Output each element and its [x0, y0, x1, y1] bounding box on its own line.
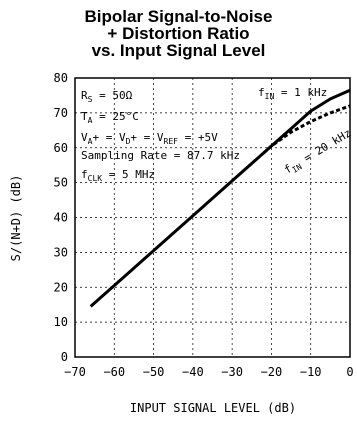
annotation-supply-voltage: VA+ = VD+ = VREF = +5V: [81, 131, 218, 146]
x-axis-label: INPUT SIGNAL LEVEL (dB): [130, 401, 296, 415]
annotation-fclk: fCLK = 5 MHz: [81, 168, 155, 183]
x-tick-label: −50: [143, 365, 165, 379]
x-tick-label: −10: [300, 365, 322, 379]
annotation-fin-20khz: fIN = 20 kHz: [282, 126, 355, 178]
chart-title-line-3: vs. Input Signal Level: [91, 41, 266, 60]
series-lines: [89, 88, 351, 308]
x-tick-label: −30: [221, 365, 243, 379]
x-tick-label: 0: [346, 365, 353, 379]
y-axis-label: S/(N+D) (dB): [9, 175, 23, 262]
annotation-fin-1khz: fIN = 1 kHz: [258, 86, 327, 101]
y-tick-label: 40: [54, 211, 68, 225]
y-tick-label: 70: [54, 106, 68, 120]
x-tick-label: −40: [182, 365, 204, 379]
series-line-2: [262, 104, 351, 155]
y-tick-label: 10: [54, 315, 68, 329]
x-tick-label: −20: [261, 365, 283, 379]
series-line-1: [89, 88, 351, 308]
plot-frame: [74, 77, 351, 358]
y-tick-label: 50: [54, 176, 68, 190]
chart-title-line-1: Bipolar Signal-to-Noise: [84, 7, 273, 26]
x-tick-label: −70: [64, 365, 86, 379]
y-tick-label: 20: [54, 280, 68, 294]
x-axis-ticks: −70 −60 −50 −40 −30 −20 −10 0: [64, 365, 353, 379]
chart-title-line-2: + Distortion Ratio: [107, 24, 250, 43]
y-tick-label: 0: [61, 350, 68, 364]
y-tick-label: 80: [54, 71, 68, 85]
annotation-rs: RS = 50Ω: [81, 89, 133, 104]
annotation-ta: TA = 25°C: [81, 110, 139, 125]
grid-lines: [75, 78, 350, 357]
x-tick-label: −60: [103, 365, 125, 379]
y-tick-label: 60: [54, 141, 68, 155]
y-tick-label: 30: [54, 245, 68, 259]
y-axis-ticks: 0 10 20 30 40 50 60 70 80: [54, 71, 68, 364]
annotation-sampling-rate: Sampling Rate = 87.7 kHz: [81, 149, 240, 162]
